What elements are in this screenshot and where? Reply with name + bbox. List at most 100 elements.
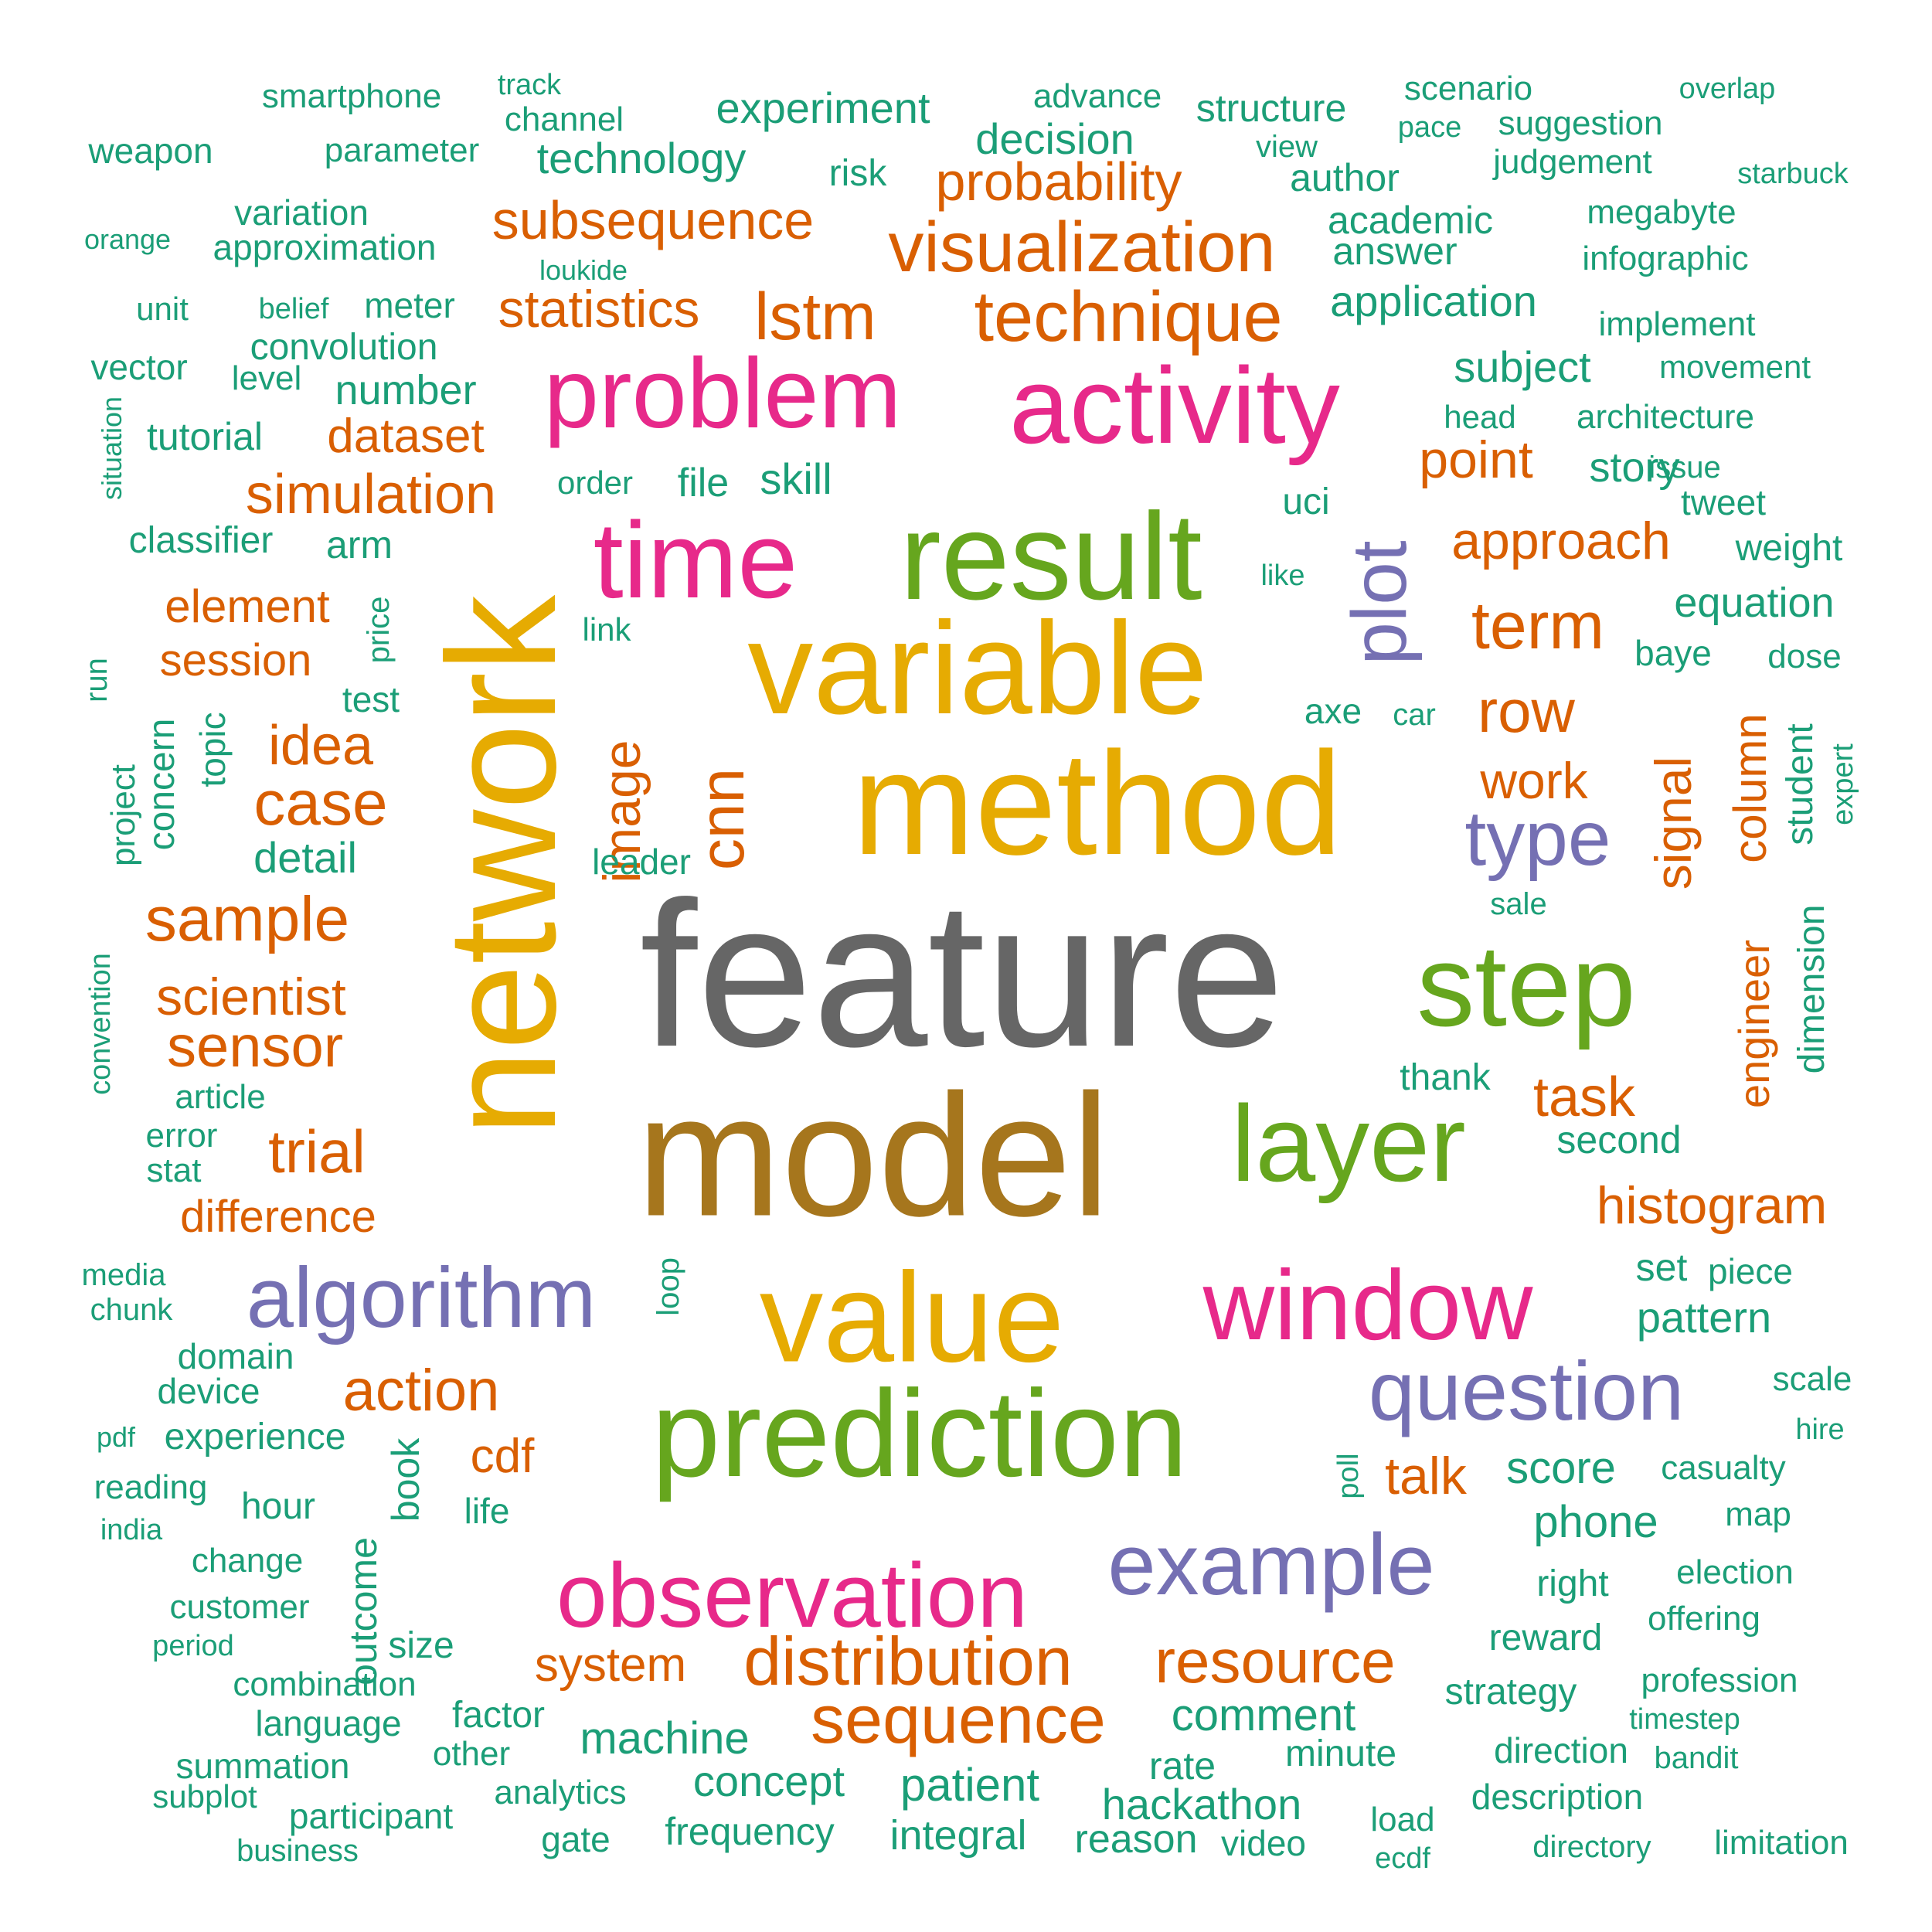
- word-pdf: pdf: [96, 1421, 136, 1453]
- word-example: example: [1107, 1516, 1435, 1613]
- word-system: system: [534, 1638, 687, 1692]
- word-detail: detail: [253, 833, 357, 882]
- word-variable: variable: [747, 595, 1208, 742]
- word-histogram: histogram: [1596, 1176, 1828, 1235]
- word-map: map: [1725, 1495, 1791, 1533]
- word-visualization: visualization: [888, 208, 1276, 287]
- word-difference: difference: [180, 1192, 376, 1242]
- word-offering: offering: [1648, 1600, 1760, 1638]
- word-weapon: weapon: [88, 131, 213, 171]
- word-run: run: [80, 658, 114, 702]
- word-rate: rate: [1148, 1744, 1216, 1787]
- word-type: type: [1464, 795, 1611, 882]
- word-book: book: [384, 1437, 427, 1522]
- word-approximation: approximation: [213, 227, 437, 267]
- word-bandit: bandit: [1654, 1741, 1739, 1775]
- word-head: head: [1444, 399, 1516, 435]
- word-classifier: classifier: [128, 520, 274, 561]
- word-file: file: [677, 461, 730, 505]
- word-set: set: [1635, 1246, 1688, 1289]
- word-reward: reward: [1488, 1617, 1603, 1658]
- word-pattern: pattern: [1636, 1293, 1772, 1342]
- word-tutorial: tutorial: [146, 415, 264, 458]
- word-number: number: [335, 367, 477, 413]
- word-session: session: [159, 635, 312, 685]
- word-piece: piece: [1708, 1251, 1793, 1291]
- word-media: media: [81, 1258, 166, 1292]
- word-method: method: [852, 722, 1342, 886]
- word-pace: pace: [1397, 111, 1462, 144]
- word-prediction: prediction: [651, 1364, 1188, 1502]
- word-overlap: overlap: [1679, 73, 1776, 105]
- word-hour: hour: [240, 1486, 316, 1527]
- word-device: device: [157, 1371, 260, 1411]
- word-domain: domain: [177, 1336, 294, 1376]
- word-model: model: [636, 1057, 1111, 1253]
- word-problem: problem: [543, 338, 902, 449]
- word-activity: activity: [1009, 345, 1340, 466]
- word-convention: convention: [84, 953, 117, 1095]
- word-statistics: statistics: [498, 280, 700, 338]
- word-customer: customer: [169, 1588, 310, 1626]
- word-subplot: subplot: [152, 1778, 257, 1815]
- word-orange: orange: [83, 223, 172, 255]
- word-hire: hire: [1795, 1413, 1845, 1446]
- word-work: work: [1480, 752, 1588, 809]
- word-uci: uci: [1282, 481, 1330, 522]
- word-link: link: [582, 611, 631, 648]
- word-answer: answer: [1332, 230, 1458, 273]
- word-second: second: [1556, 1118, 1682, 1162]
- word-action: action: [342, 1358, 500, 1423]
- word-variation: variation: [234, 192, 369, 233]
- word-score: score: [1506, 1443, 1616, 1493]
- word-technology: technology: [536, 134, 747, 182]
- word-loukide: loukide: [539, 254, 628, 286]
- word-advance: advance: [1032, 77, 1162, 115]
- word-megabyte: megabyte: [1587, 193, 1736, 231]
- word-axe: axe: [1304, 691, 1362, 731]
- word-stat: stat: [146, 1151, 202, 1189]
- word-election: election: [1676, 1553, 1794, 1591]
- word-probability: probability: [935, 151, 1182, 212]
- word-ecdf: ecdf: [1375, 1842, 1430, 1875]
- word-element: element: [165, 580, 330, 632]
- word-convolution: convolution: [250, 327, 438, 368]
- word-architecture: architecture: [1577, 398, 1754, 436]
- word-decision: decision: [975, 114, 1134, 163]
- word-thank: thank: [1400, 1057, 1491, 1098]
- word-other: other: [432, 1735, 511, 1773]
- word-car: car: [1393, 698, 1436, 732]
- word-window: window: [1202, 1250, 1533, 1361]
- word-scenario: scenario: [1403, 70, 1533, 107]
- word-row: row: [1478, 677, 1575, 745]
- word-lstm: lstm: [754, 280, 876, 354]
- word-directory: directory: [1532, 1830, 1651, 1864]
- word-limitation: limitation: [1714, 1824, 1849, 1862]
- word-video: video: [1221, 1823, 1306, 1863]
- word-arm: arm: [325, 523, 393, 566]
- word-sample: sample: [145, 884, 350, 954]
- word-feature: feature: [639, 858, 1285, 1090]
- word-equation: equation: [1674, 580, 1835, 626]
- word-dimension: dimension: [1791, 904, 1832, 1074]
- word-task: task: [1532, 1066, 1636, 1128]
- word-skill: skill: [760, 454, 832, 503]
- word-story: story: [1589, 444, 1680, 491]
- word-network: network: [416, 594, 588, 1137]
- word-plot: plot: [1336, 540, 1423, 665]
- word-step: step: [1417, 920, 1636, 1050]
- word-observation: observation: [556, 1545, 1029, 1647]
- word-starbuck: starbuck: [1737, 158, 1849, 190]
- word-approach: approach: [1451, 512, 1671, 570]
- word-factor: factor: [451, 1695, 546, 1736]
- word-concept: concept: [692, 1757, 845, 1805]
- word-unit: unit: [136, 291, 189, 327]
- word-comment: comment: [1171, 1690, 1356, 1740]
- word-business: business: [236, 1834, 359, 1868]
- word-simulation: simulation: [245, 464, 497, 526]
- word-experience: experience: [164, 1417, 346, 1458]
- word-outcome: outcome: [342, 1537, 385, 1685]
- word-suggestion: suggestion: [1498, 104, 1663, 142]
- word-trial: trial: [268, 1117, 366, 1185]
